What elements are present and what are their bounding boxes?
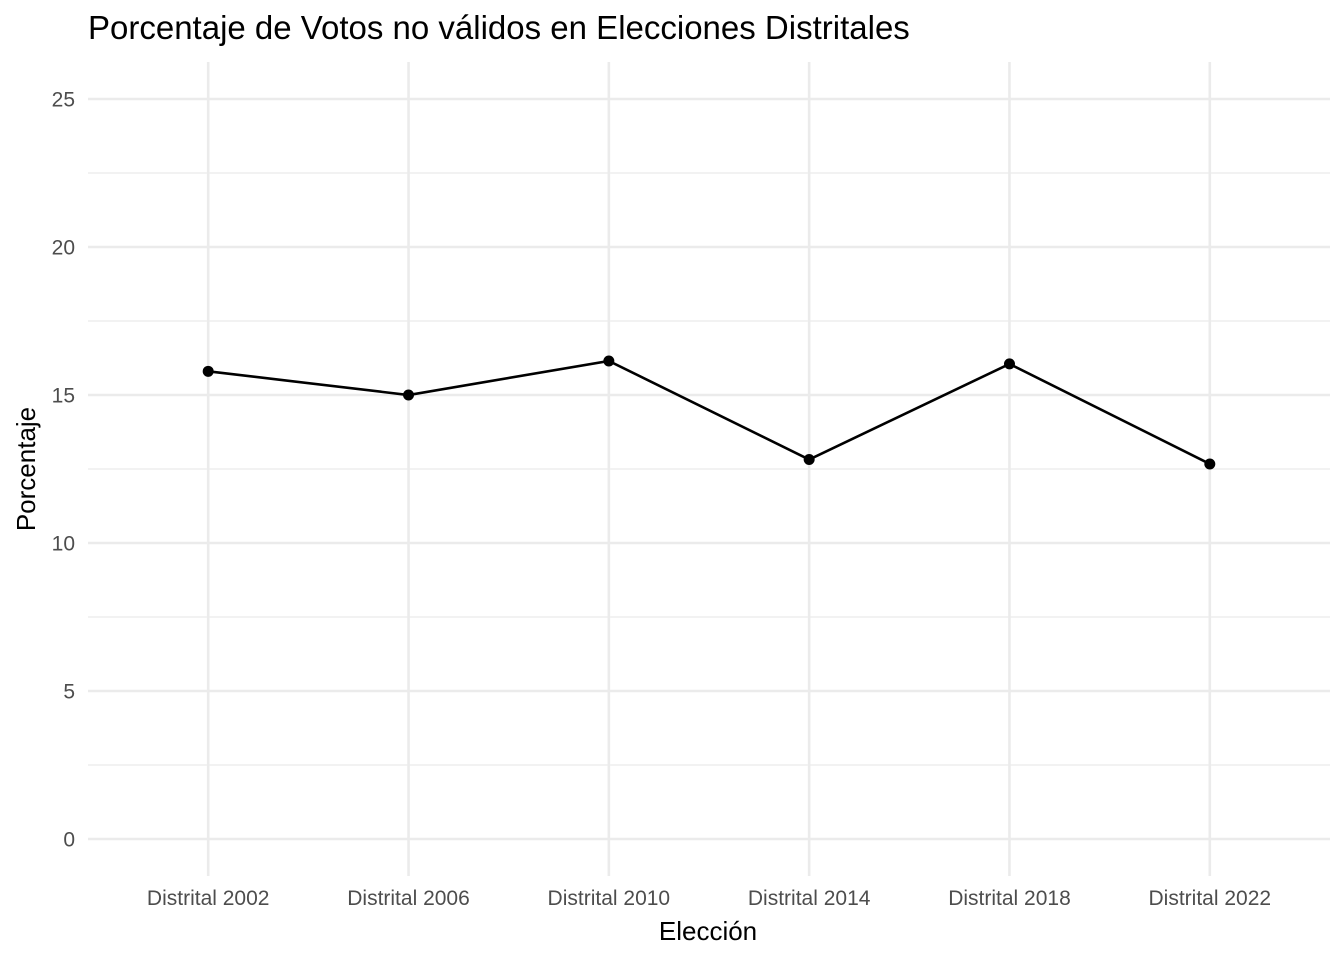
x-tick-label: Distrital 2006 [347,887,470,910]
data-point [1003,358,1015,370]
x-tick-label: Distrital 2018 [948,887,1071,910]
y-tick-label: 15 [52,385,75,408]
y-tick-label: 10 [52,533,75,556]
data-point [403,389,415,401]
data-point [202,365,214,377]
x-tick-label: Distrital 2022 [1149,887,1272,910]
chart-title: Porcentaje de Votos no válidos en Elecci… [88,9,910,46]
y-tick-label: 5 [63,681,75,704]
data-point [603,355,615,367]
y-tick-label: 20 [52,237,75,260]
y-axis-title: Porcentaje [11,407,41,531]
x-tick-label: Distrital 2002 [147,887,270,910]
x-tick-label: Distrital 2010 [548,887,671,910]
y-tick-label: 25 [52,89,75,112]
data-point [1204,458,1216,470]
x-axis-title: Elección [659,916,757,946]
series-line [208,359,1211,466]
data-point [803,454,815,466]
y-tick-label: 0 [63,829,75,852]
y-axis-ticks: 0 5 10 15 20 25 [52,89,75,852]
series [202,355,1216,470]
x-axis-ticks: Distrital 2002 Distrital 2006 Distrital 20… [147,887,1271,910]
x-tick-label: Distrital 2014 [748,887,871,910]
